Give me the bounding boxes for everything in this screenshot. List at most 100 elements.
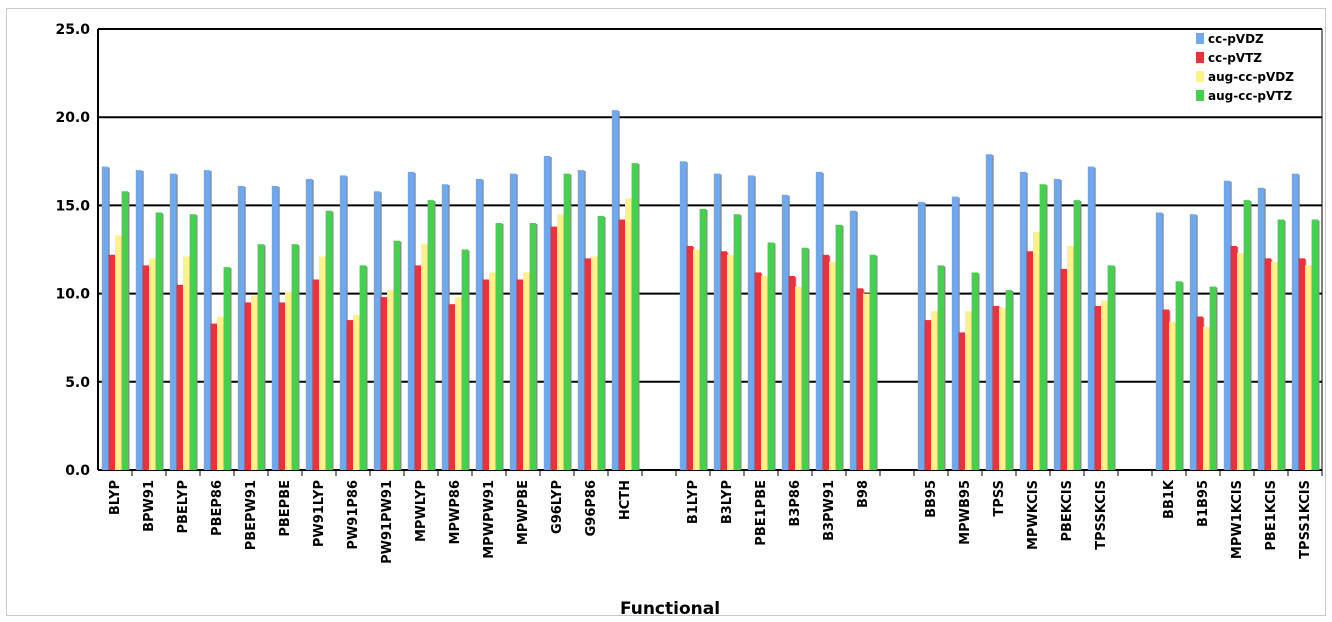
bar [210,323,217,470]
x-tick-label: TPSSKCIS [1094,480,1109,550]
bar [1067,245,1074,470]
bar [427,200,435,470]
y-tick-label: 20.0 [55,110,90,126]
bar [1033,231,1040,470]
bar [516,279,523,470]
x-tick-label: PW91P86 [346,480,361,550]
bar [373,191,381,470]
bar [563,173,571,470]
x-tick-label: BPW91 [142,480,157,532]
bar [176,284,183,470]
bar [359,265,367,470]
bar [285,291,292,470]
x-tick-label: BB95 [924,480,939,518]
bar [611,110,619,471]
bar [278,302,285,470]
bar [271,185,279,470]
bar [257,244,265,470]
bar [414,265,421,470]
bar [305,178,313,470]
legend-label: aug-cc-pVTZ [1208,89,1292,103]
bar [1237,253,1244,470]
x-tick-label: B3PW91 [822,480,837,541]
x-tick-label: PBELYP [176,480,191,534]
bar [482,279,489,470]
bar [795,286,802,470]
x-tick-label: PBE1PBE [754,480,769,546]
x-tick-label: MPWPW91 [482,480,497,559]
bar [189,214,197,470]
x-tick-label: BB1K [1162,479,1177,519]
bar [686,245,693,470]
bar [767,242,775,470]
bar [1019,171,1027,470]
x-tick-label: G96LYP [550,480,565,534]
bar [863,293,870,470]
y-tick-label: 25.0 [55,22,90,38]
bar [849,210,857,470]
bar [1026,251,1033,470]
bar [917,201,925,470]
bar [495,223,503,470]
bar [713,173,721,470]
bar [985,154,993,470]
bar [529,223,537,470]
bar [557,214,564,470]
bar [441,184,449,470]
x-tick-label: TPSS [992,480,1007,517]
bar [1257,187,1265,470]
bar [1311,219,1319,470]
bar [720,251,727,470]
bar [801,247,809,470]
bar [155,212,163,470]
bar [217,316,224,470]
legend-swatch [1196,33,1204,44]
x-tick-label: G96P86 [584,480,599,536]
y-tick-label: 5.0 [65,375,90,391]
bar [856,288,863,470]
bar [1298,258,1305,470]
bar [1162,309,1169,470]
bar [1005,290,1013,470]
bar [577,170,585,470]
legend-swatch [1196,90,1204,101]
bar [461,249,469,470]
bar [992,305,999,470]
bar [339,175,347,471]
legend-label: cc-pVTZ [1208,51,1262,65]
bar [618,219,625,470]
bar [1271,261,1278,470]
bar [223,267,231,470]
bar [781,194,789,471]
x-tick-label: PW91LYP [312,480,327,547]
bar [1073,200,1081,470]
bar [475,178,483,470]
x-tick-label: TPSS1KCIS [1298,480,1313,559]
bar [393,240,401,470]
bar [1101,300,1108,470]
bar [1094,305,1101,470]
bar [733,214,741,470]
x-tick-label: BLYP [108,480,123,515]
legend-label: aug-cc-pVDZ [1208,70,1294,84]
bar [489,272,496,470]
bar [1087,166,1095,471]
bar [699,208,707,471]
bar [999,307,1006,470]
bar [1107,265,1115,470]
bar [679,161,687,471]
x-tick-label: B98 [856,480,871,508]
legend-swatch [1196,52,1204,63]
x-tick-label: MPWLYP [414,480,429,542]
bar [869,254,877,470]
bar [788,275,795,470]
bar [101,166,109,471]
x-tick-label: HCTH [618,480,633,520]
bar [835,224,843,470]
x-tick-label: MPWKCIS [1026,480,1041,550]
x-tick-label: B3P86 [788,480,803,527]
bar [958,332,965,470]
bar [380,297,387,470]
bar [1305,265,1312,470]
bar [1277,219,1285,470]
